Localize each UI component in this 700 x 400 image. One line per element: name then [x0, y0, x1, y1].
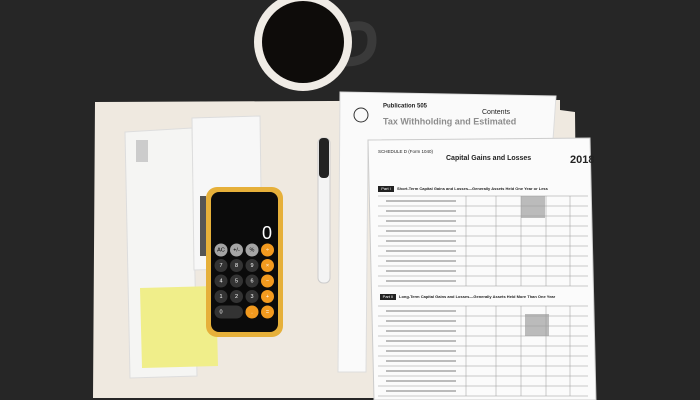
key-label: +/- [233, 247, 240, 253]
key-label: 5 [235, 278, 238, 284]
calculator-display: 0 [262, 223, 272, 243]
part2-label: Part II [383, 294, 394, 299]
key [245, 290, 259, 303]
text-line [386, 200, 456, 202]
key [245, 305, 259, 319]
key-label: . [251, 309, 253, 315]
text-line [386, 220, 456, 222]
key-label: 3 [250, 294, 253, 300]
text-line [386, 380, 456, 382]
schedule-form: SCHEDULE D (Form 1040) [378, 149, 434, 154]
text-line [386, 390, 456, 392]
key [245, 243, 259, 257]
key [214, 259, 228, 272]
barcode [200, 196, 206, 256]
stamp [136, 140, 148, 162]
key [261, 243, 274, 257]
text-line [386, 260, 456, 262]
shaded-cell [525, 314, 549, 336]
key [214, 274, 228, 288]
text-line [386, 280, 456, 282]
text-line [386, 230, 456, 232]
text-line [386, 270, 456, 272]
key-label: = [266, 309, 269, 315]
publication-title: Publication 505 [383, 104, 428, 110]
key-label: AC [217, 247, 225, 253]
key [261, 259, 274, 272]
key-label: 7 [219, 263, 222, 269]
part1-title: Short-Term Capital Gains and Losses—Gene… [397, 186, 549, 191]
text-line [386, 340, 456, 342]
key-label: 0 [219, 309, 222, 315]
calculator-keys: AC +/-% ÷ 7 8 9 × 4 5 6 − 1 2 3 +0. = [214, 243, 274, 319]
text-line [386, 330, 456, 332]
key-label: 4 [219, 278, 222, 284]
text-line [386, 360, 456, 362]
irs-logo [353, 107, 369, 123]
key-label: 2 [235, 294, 238, 300]
key [245, 274, 259, 288]
key [261, 290, 274, 303]
key-label: × [266, 263, 269, 269]
publication-heading: Tax Withholding and Estimated [383, 116, 516, 126]
part2-title: Long-Term Capital Gains and Losses—Gener… [399, 294, 556, 299]
key-label: 8 [235, 263, 238, 269]
key [214, 290, 228, 303]
key [245, 259, 259, 272]
key-label: 6 [250, 278, 253, 284]
coffee [262, 1, 344, 83]
sticky-note [140, 286, 218, 368]
key-label: 9 [250, 263, 253, 269]
shaded-cell [521, 196, 545, 218]
key-label: − [266, 278, 269, 284]
key-label: ÷ [266, 247, 269, 253]
schedule-title: Capital Gains and Losses [446, 155, 531, 162]
publication-contents: Contents [482, 109, 511, 116]
schedule-year: 2018 [570, 154, 594, 166]
text-line [386, 350, 456, 352]
pen-cap [319, 138, 329, 178]
key-label: 1 [219, 294, 222, 300]
key [230, 243, 243, 257]
key-label: % [250, 247, 255, 253]
text-line [386, 320, 456, 322]
key [261, 305, 274, 319]
text-line [386, 370, 456, 372]
key [230, 259, 243, 272]
text-line [386, 240, 456, 242]
text-line [386, 250, 456, 252]
mug-handle [338, 21, 377, 67]
form-rows [378, 195, 588, 397]
text-line [386, 310, 456, 312]
key [214, 305, 243, 319]
key [230, 274, 243, 288]
part-badge [380, 294, 396, 300]
key [214, 243, 228, 257]
key [261, 274, 274, 288]
part1-label: Part I [381, 186, 391, 191]
key-label: + [266, 294, 269, 300]
text-line [386, 210, 456, 212]
part-badge [378, 186, 394, 192]
key [230, 290, 243, 303]
